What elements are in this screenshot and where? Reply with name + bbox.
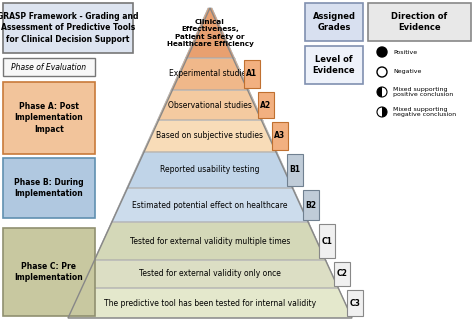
Text: A2: A2 — [260, 100, 272, 110]
Text: Based on subjective studies: Based on subjective studies — [156, 132, 264, 140]
Text: Mixed supporting
negative conclusion: Mixed supporting negative conclusion — [393, 107, 456, 117]
Text: C2: C2 — [337, 269, 347, 279]
Bar — [334, 262, 350, 286]
Text: A3: A3 — [274, 132, 285, 140]
Bar — [319, 224, 335, 258]
Bar — [3, 58, 95, 76]
Text: B2: B2 — [305, 201, 317, 210]
Polygon shape — [157, 90, 263, 120]
Text: C1: C1 — [322, 237, 333, 245]
Text: Phase A: Post
Implementation
Impact: Phase A: Post Implementation Impact — [15, 102, 83, 134]
Text: Clinical
Effectiveness,
Patient Safety or
Healthcare Efficiency: Clinical Effectiveness, Patient Safety o… — [166, 19, 254, 47]
Bar — [3, 228, 95, 316]
Polygon shape — [94, 222, 326, 260]
Polygon shape — [111, 188, 309, 222]
Polygon shape — [143, 120, 277, 152]
Text: A1: A1 — [246, 70, 257, 79]
Bar — [305, 46, 363, 84]
Text: Positive: Positive — [393, 49, 417, 55]
Text: Tested for external validity multiple times: Tested for external validity multiple ti… — [130, 237, 290, 245]
Bar — [272, 122, 288, 150]
Bar — [244, 60, 260, 88]
Text: GRASP Framework - Grading and
Assessment of Predictive Tools
for Clinical Decisi: GRASP Framework - Grading and Assessment… — [0, 12, 139, 44]
Polygon shape — [185, 8, 235, 58]
Text: Assigned
Grades: Assigned Grades — [312, 12, 356, 32]
Bar — [305, 3, 363, 41]
Bar — [3, 158, 95, 218]
Wedge shape — [382, 87, 387, 97]
Bar — [347, 290, 363, 316]
Text: B1: B1 — [290, 165, 301, 175]
Wedge shape — [377, 87, 382, 97]
Polygon shape — [68, 288, 352, 318]
Text: Observational studies: Observational studies — [168, 100, 252, 110]
Text: Phase C: Pre
Implementation: Phase C: Pre Implementation — [15, 262, 83, 282]
Bar — [258, 92, 274, 118]
Text: Reported usability testing: Reported usability testing — [160, 165, 260, 175]
Bar — [368, 3, 471, 41]
Text: Phase B: During
Implementation: Phase B: During Implementation — [14, 178, 84, 198]
Wedge shape — [377, 107, 382, 117]
Bar — [3, 82, 95, 154]
Text: C3: C3 — [350, 298, 361, 307]
Bar — [303, 190, 319, 220]
Text: Tested for external validity only once: Tested for external validity only once — [139, 269, 281, 279]
Text: Experimental studies: Experimental studies — [169, 70, 251, 79]
Circle shape — [377, 47, 387, 57]
Text: The predictive tool has been tested for internal validity: The predictive tool has been tested for … — [104, 298, 316, 307]
Wedge shape — [382, 107, 387, 117]
Bar — [287, 154, 303, 186]
Text: Negative: Negative — [393, 70, 421, 74]
Bar — [3, 3, 133, 53]
Text: Estimated potential effect on healthcare: Estimated potential effect on healthcare — [132, 201, 288, 210]
Text: Mixed supporting
positive conclusion: Mixed supporting positive conclusion — [393, 86, 453, 98]
Polygon shape — [127, 152, 293, 188]
Text: Direction of
Evidence: Direction of Evidence — [392, 12, 447, 32]
Polygon shape — [171, 58, 249, 90]
Text: Level of
Evidence: Level of Evidence — [313, 55, 356, 75]
Polygon shape — [82, 260, 338, 288]
Text: Phase of Evaluation: Phase of Evaluation — [11, 62, 87, 72]
Circle shape — [377, 67, 387, 77]
